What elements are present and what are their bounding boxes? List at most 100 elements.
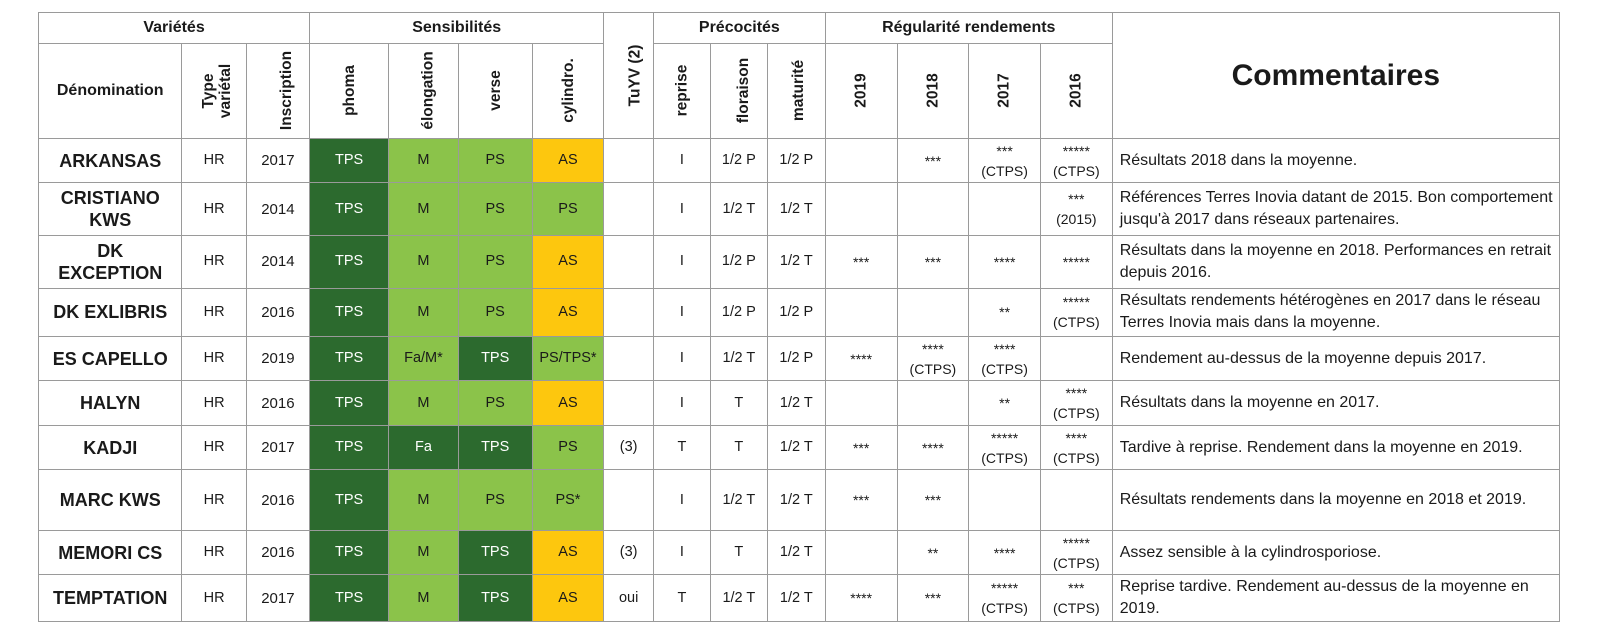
table-row: CRISTIANO KWS HR 2014 TPS M PS PS I 1/2 T 1/2 T ***… bbox=[37, 182, 1561, 236]
r2017b-note: (CTPS) bbox=[981, 449, 1028, 466]
variety-cell: DK EXCEPTION bbox=[37, 234, 183, 289]
tuyv-value: oui bbox=[618, 589, 639, 606]
r2016-stars: *** bbox=[1068, 191, 1085, 208]
group-header-regularite: Régularité rendements bbox=[824, 12, 1113, 44]
variety-cell: CRISTIANO KWS bbox=[37, 182, 183, 236]
type-cell: HR bbox=[181, 137, 247, 184]
inscription-cell: 2016 bbox=[245, 529, 311, 576]
comment-text: Résultats dans la moyenne en 2017. bbox=[1119, 394, 1380, 412]
cyl-sensitivity-cell: AS bbox=[531, 574, 605, 622]
maturite-cell: 1/2 T bbox=[766, 574, 826, 622]
maturite-value: 1/2 T bbox=[779, 544, 813, 561]
elong-value: M bbox=[417, 152, 430, 169]
verse-sensitivity-cell: PS bbox=[457, 469, 533, 531]
floraison-value: 1/2 P bbox=[721, 152, 756, 169]
r2017-cell bbox=[968, 182, 1041, 236]
elong-value: M bbox=[417, 253, 430, 270]
elong-value: Fa bbox=[414, 439, 432, 456]
table-row: KADJI HR 2017 TPS Fa TPS PS (3) T T 1/2 T *** **** **… bbox=[37, 424, 1561, 471]
maturite-value: 1/2 T bbox=[779, 253, 813, 270]
maturite-cell: 1/2 P bbox=[766, 336, 826, 382]
reprise-value: I bbox=[679, 200, 684, 217]
r2016b-note: (2015) bbox=[1056, 211, 1097, 228]
elong-value: Fa/M* bbox=[404, 350, 443, 367]
r2019-cell: **** bbox=[824, 336, 898, 382]
reprise-cell: I bbox=[652, 336, 711, 382]
r2018-cell: *** bbox=[896, 234, 970, 289]
header-maturite: maturité bbox=[766, 43, 826, 139]
r2016-stars: ***** bbox=[1062, 294, 1090, 311]
phoma-sensitivity-cell: TPS bbox=[309, 234, 390, 289]
verse-value: PS bbox=[485, 200, 505, 217]
cyl-value: AS bbox=[558, 152, 578, 169]
verse-value: PS bbox=[485, 491, 505, 508]
verse-sensitivity-cell: TPS bbox=[457, 529, 533, 576]
reprise-cell: I bbox=[652, 182, 711, 236]
r2019-stars: *** bbox=[852, 439, 870, 456]
floraison-cell: 1/2 T bbox=[709, 336, 768, 382]
header-cylindro-label: cylindro. bbox=[559, 58, 577, 123]
r2016-cell: ***** (CTPS) bbox=[1039, 287, 1113, 338]
maturite-cell: 1/2 P bbox=[766, 287, 826, 338]
floraison-cell: T bbox=[709, 529, 768, 576]
r2016-cell: *** (CTPS) bbox=[1039, 574, 1113, 622]
reprise-value: T bbox=[677, 439, 687, 456]
r2018-cell: *** bbox=[896, 574, 970, 622]
type-cell: HR bbox=[181, 380, 247, 426]
phoma-value: TPS bbox=[334, 491, 364, 508]
type-value: HR bbox=[203, 589, 225, 606]
verse-sensitivity-cell: TPS bbox=[457, 424, 533, 471]
variety-name: TEMPTATION bbox=[53, 588, 168, 609]
cyl-sensitivity-cell: PS bbox=[531, 182, 605, 236]
elong-sensitivity-cell: Fa/M* bbox=[388, 336, 459, 382]
r2019-cell bbox=[824, 287, 898, 338]
maturite-value: 1/2 T bbox=[779, 491, 813, 508]
r2019-cell bbox=[824, 137, 898, 184]
r2017-cell: ***** (CTPS) bbox=[968, 574, 1041, 622]
r2018-cell: *** bbox=[896, 137, 970, 184]
inscription-cell: 2017 bbox=[245, 574, 311, 622]
r2016-cell bbox=[1039, 336, 1113, 382]
type-cell: HR bbox=[181, 574, 247, 622]
maturite-value: 1/2 T bbox=[779, 200, 813, 217]
r2019-stars: **** bbox=[850, 350, 873, 367]
reprise-value: I bbox=[679, 350, 684, 367]
tuyv-cell bbox=[603, 137, 654, 184]
verse-sensitivity-cell: PS bbox=[457, 182, 533, 236]
r2016-cell bbox=[1039, 469, 1113, 531]
tuyv-cell bbox=[603, 336, 654, 382]
r2017-cell: ** bbox=[968, 380, 1041, 426]
inscription-value: 2014 bbox=[261, 253, 295, 271]
r2016b-note: (CTPS) bbox=[1053, 449, 1100, 466]
maturite-value: 1/2 P bbox=[779, 350, 814, 367]
cyl-sensitivity-cell: AS bbox=[531, 137, 605, 184]
tuyv-cell bbox=[603, 287, 654, 338]
cyl-value: AS bbox=[558, 303, 578, 320]
tuyv-value: (3) bbox=[619, 439, 638, 456]
r2016-cell: ***** (CTPS) bbox=[1039, 529, 1113, 576]
header-2019-label: 2019 bbox=[852, 73, 870, 108]
maturite-cell: 1/2 T bbox=[766, 234, 826, 289]
variety-name: KADJI bbox=[83, 437, 138, 458]
inscription-cell: 2014 bbox=[245, 182, 311, 236]
maturite-value: 1/2 T bbox=[779, 589, 813, 606]
variety-name: HALYN bbox=[80, 393, 141, 414]
phoma-sensitivity-cell: TPS bbox=[309, 529, 390, 576]
phoma-value: TPS bbox=[334, 544, 364, 561]
cyl-sensitivity-cell: PS* bbox=[531, 469, 605, 531]
r2018-cell: *** bbox=[896, 469, 970, 531]
inscription-value: 2017 bbox=[261, 152, 295, 170]
r2016-cell: **** (CTPS) bbox=[1039, 380, 1113, 426]
type-cell: HR bbox=[181, 529, 247, 576]
floraison-cell: 1/2 P bbox=[709, 137, 768, 184]
header-cylindro: cylindro. bbox=[531, 43, 605, 139]
elong-sensitivity-cell: M bbox=[388, 380, 459, 426]
cyl-sensitivity-cell: AS bbox=[531, 380, 605, 426]
r2017-cell: **** (CTPS) bbox=[968, 336, 1041, 382]
phoma-sensitivity-cell: TPS bbox=[309, 574, 390, 622]
phoma-sensitivity-cell: TPS bbox=[309, 137, 390, 184]
r2016-stars: ***** bbox=[1062, 253, 1090, 270]
r2016-cell: **** (CTPS) bbox=[1039, 424, 1113, 471]
r2018-stars: **** bbox=[921, 340, 944, 357]
variety-name: ARKANSAS bbox=[59, 150, 162, 171]
